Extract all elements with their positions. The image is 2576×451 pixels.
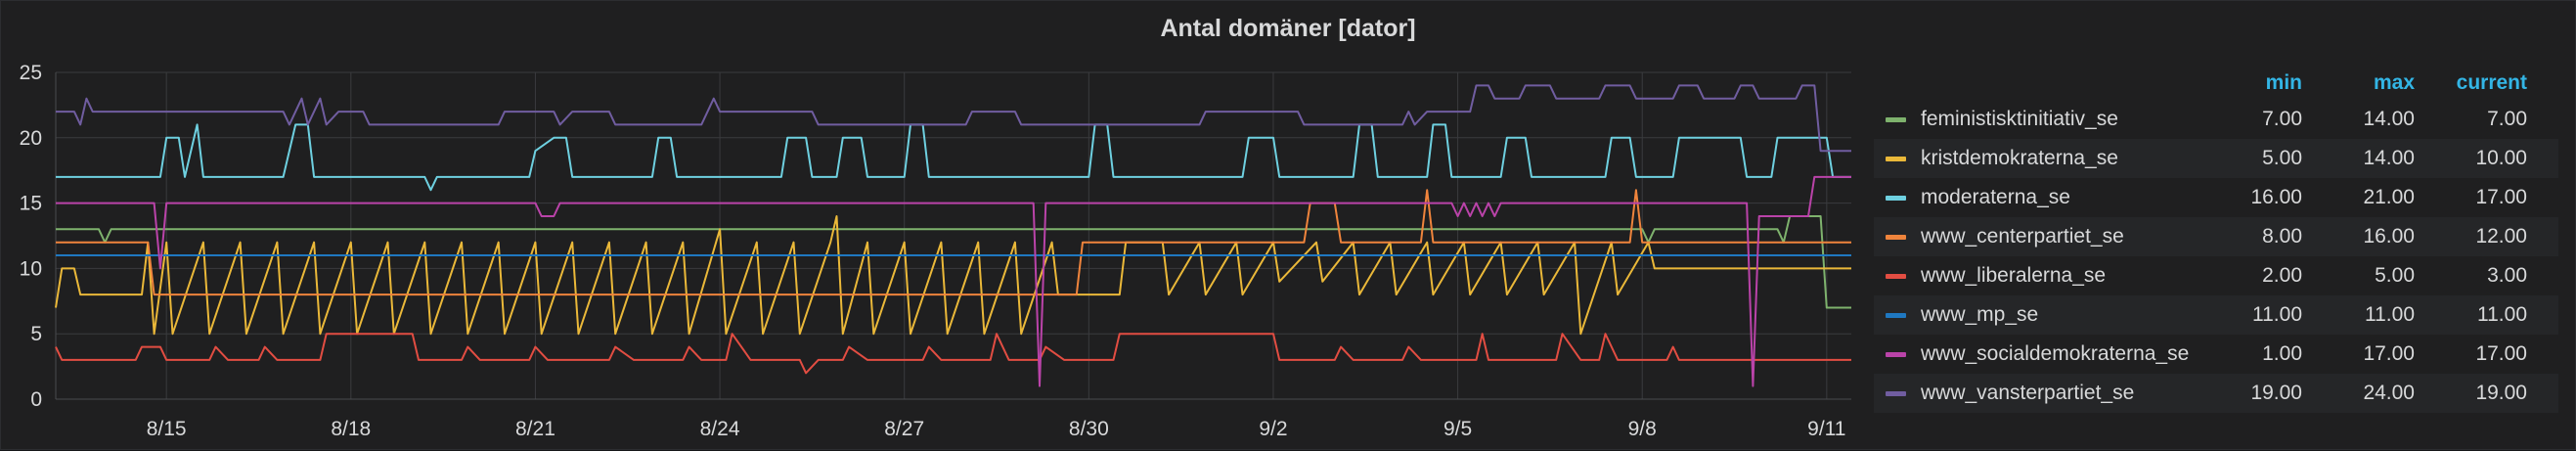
legend-series-name[interactable]: moderaterna_se <box>1921 186 2070 208</box>
panel-title[interactable]: Antal domäner [dator] <box>1160 15 1416 42</box>
x-tick-label: 8/18 <box>331 418 371 440</box>
legend-min-value: 11.00 <box>2252 303 2302 326</box>
y-axis: 0 5 10 15 20 25 <box>20 62 42 411</box>
legend-header-current[interactable]: current <box>2456 71 2527 94</box>
series-line[interactable] <box>56 189 1851 296</box>
legend-swatch[interactable] <box>1886 117 1906 122</box>
legend-item[interactable]: moderaterna_se 16.00 21.00 17.00 <box>1874 178 2558 217</box>
legend-header-max[interactable]: max <box>2373 71 2415 94</box>
x-tick-label: 8/15 <box>147 418 187 440</box>
series-line[interactable] <box>56 84 1851 153</box>
legend-max-value: 21.00 <box>2363 186 2415 208</box>
legend-current-value: 12.00 <box>2475 225 2527 248</box>
legend-max-value: 5.00 <box>2375 264 2415 287</box>
series-line[interactable] <box>55 215 1851 336</box>
y-tick-label: 20 <box>20 127 42 150</box>
x-tick-label: 9/11 <box>1807 418 1845 440</box>
y-tick-label: 15 <box>20 193 42 215</box>
legend-max-value: 16.00 <box>2363 225 2415 248</box>
legend-item[interactable]: www_liberalerna_se 2.00 5.00 3.00 <box>1874 256 2558 295</box>
legend-current-value: 19.00 <box>2475 382 2527 404</box>
legend-current-value: 17.00 <box>2475 186 2527 208</box>
series-line[interactable] <box>55 333 1851 375</box>
x-tick-label: 8/24 <box>700 418 740 440</box>
x-axis: 8/15 8/18 8/21 8/24 8/27 8/30 9/2 9/5 9/8 9/11 <box>147 418 1846 440</box>
legend-swatch[interactable] <box>1886 235 1906 240</box>
legend-rows: feministisktinitiativ_se 7.00 14.00 7.00 kri… <box>1874 100 2558 413</box>
series-line[interactable] <box>56 175 1851 387</box>
legend-current-value: 3.00 <box>2487 264 2527 287</box>
legend-swatch[interactable] <box>1886 391 1906 396</box>
legend-current-value: 10.00 <box>2475 147 2527 169</box>
legend-series-name[interactable]: www_liberalerna_se <box>1921 264 2107 287</box>
y-tick-label: 5 <box>30 323 42 345</box>
legend-min-value: 16.00 <box>2250 186 2302 208</box>
legend-current-value: 17.00 <box>2475 342 2527 365</box>
series-line[interactable] <box>56 123 1851 192</box>
legend-series-name[interactable]: www_vansterpartiet_se <box>1921 382 2135 404</box>
legend-max-value: 11.00 <box>2365 303 2415 326</box>
legend-series-name[interactable]: www_socialdemokraterna_se <box>1921 342 2190 365</box>
x-tick-label: 9/5 <box>1443 418 1472 440</box>
legend-swatch[interactable] <box>1886 313 1906 318</box>
legend-swatch[interactable] <box>1886 157 1906 161</box>
legend-min-value: 19.00 <box>2250 382 2302 404</box>
legend-series-name[interactable]: www_mp_se <box>1921 303 2039 326</box>
legend-series-name[interactable]: www_centerpartiet_se <box>1921 225 2124 248</box>
series-lines <box>55 84 1851 387</box>
x-tick-label: 8/21 <box>515 418 555 440</box>
legend-current-value: 11.00 <box>2477 303 2527 326</box>
line-chart[interactable]: 0 5 10 15 20 25 8/15 8/18 8/21 8/24 8/27 8/30 9/2 9/… <box>1 1 1859 451</box>
legend-series-name[interactable]: feministisktinitiativ_se <box>1921 108 2118 130</box>
y-tick-label: 0 <box>30 388 42 411</box>
legend-item[interactable]: www_vansterpartiet_se 19.00 24.00 19.00 <box>1874 374 2558 413</box>
legend-max-value: 14.00 <box>2363 147 2415 169</box>
legend-min-value: 2.00 <box>2262 264 2302 287</box>
legend-min-value: 8.00 <box>2262 225 2302 248</box>
legend-swatch[interactable] <box>1886 274 1906 279</box>
legend-min-value: 5.00 <box>2262 147 2302 169</box>
legend-max-value: 14.00 <box>2363 108 2415 130</box>
x-tick-label: 8/27 <box>884 418 924 440</box>
legend-header-min[interactable]: min <box>2265 71 2302 94</box>
legend-swatch[interactable] <box>1886 352 1906 357</box>
legend-header: min max current <box>1874 68 2558 100</box>
x-tick-label: 8/30 <box>1069 418 1109 440</box>
legend-max-value: 24.00 <box>2363 382 2415 404</box>
y-tick-label: 10 <box>20 257 42 280</box>
y-tick-label: 25 <box>20 62 42 84</box>
legend-item[interactable]: feministisktinitiativ_se 7.00 14.00 7.00 <box>1874 100 2558 139</box>
legend-table: min max current feministisktinitiativ_se… <box>1874 68 2558 413</box>
legend-swatch[interactable] <box>1886 196 1906 201</box>
legend-item[interactable]: www_socialdemokraterna_se 1.00 17.00 17.00 <box>1874 335 2558 374</box>
legend-series-name[interactable]: kristdemokraterna_se <box>1921 147 2118 169</box>
x-tick-label: 9/2 <box>1259 418 1287 440</box>
legend-max-value: 17.00 <box>2363 342 2415 365</box>
legend-min-value: 7.00 <box>2262 108 2302 130</box>
legend-current-value: 7.00 <box>2487 108 2527 130</box>
legend-item[interactable]: kristdemokraterna_se 5.00 14.00 10.00 <box>1874 139 2558 178</box>
legend-item[interactable]: www_centerpartiet_se 8.00 16.00 12.00 <box>1874 217 2558 256</box>
legend-min-value: 1.00 <box>2262 342 2302 365</box>
legend-item[interactable]: www_mp_se 11.00 11.00 11.00 <box>1874 295 2558 335</box>
x-tick-label: 9/8 <box>1628 418 1657 440</box>
